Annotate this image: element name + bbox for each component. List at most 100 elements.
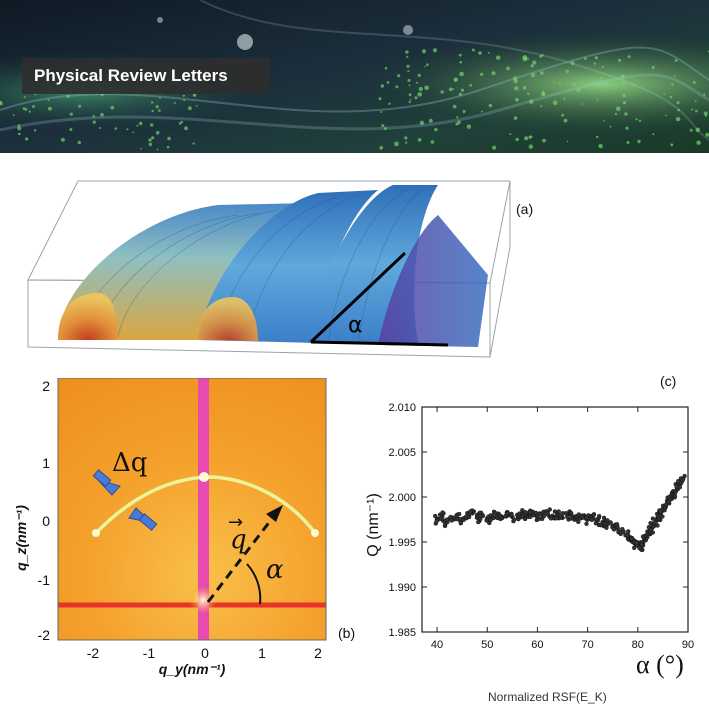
q-vector-label: q bbox=[230, 525, 247, 555]
banner-background bbox=[0, 0, 709, 153]
chart-point bbox=[478, 513, 483, 519]
chart-point bbox=[554, 516, 559, 521]
chart-ytick-label: 2.000 bbox=[388, 492, 416, 504]
chart-point bbox=[527, 510, 533, 515]
panel-b-ylabel: q_z(nm⁻¹) bbox=[13, 505, 29, 571]
panel-b-ytick: 2 bbox=[42, 378, 50, 394]
chart-point bbox=[468, 509, 473, 514]
chart-xtick-label: 50 bbox=[481, 639, 493, 651]
panel-a-alpha: α bbox=[348, 313, 363, 338]
delta-q-label: Δq bbox=[112, 448, 147, 478]
chart-point bbox=[548, 516, 554, 521]
chart-point bbox=[434, 519, 439, 524]
journal-banner: Physical Review Letters bbox=[0, 0, 709, 153]
panel-b-label: (b) bbox=[338, 625, 356, 641]
chart-ytick-label: 1.985 bbox=[388, 627, 416, 639]
chart-point bbox=[604, 525, 609, 530]
panel-b-diffraction-figure: Δq q → α 2 1 0 -1 -2 -2 -1 0 1 2 q_z(nm⁻¹) q_y(n… bbox=[13, 378, 327, 677]
q-vector-arrow: → bbox=[228, 512, 243, 533]
chart-point bbox=[569, 516, 574, 521]
panel-c-alpha-axis: α (°) bbox=[636, 650, 684, 679]
chart-point bbox=[673, 489, 678, 495]
chart-point bbox=[476, 519, 481, 525]
chart-point bbox=[603, 521, 608, 527]
panel-b-alpha: α bbox=[266, 555, 284, 585]
chart-point bbox=[520, 508, 525, 513]
chart-point bbox=[563, 511, 569, 516]
chart-ytick-label: 2.010 bbox=[388, 402, 416, 414]
chart-point bbox=[576, 512, 581, 517]
chart-xtick-label: 80 bbox=[632, 639, 644, 651]
chart-point bbox=[660, 514, 665, 519]
chart-point bbox=[488, 513, 493, 518]
panel-c-scatter-chart: 2.010 2.005 2.000 1.995 1.990 1.985 40 50 60 70 8… bbox=[365, 402, 694, 651]
chart-ytick-label: 1.995 bbox=[388, 537, 416, 549]
chart-point bbox=[648, 520, 653, 526]
chart-point bbox=[640, 534, 646, 539]
panel-b-xtick: -1 bbox=[143, 645, 156, 661]
chart-point bbox=[439, 516, 444, 521]
panel-b-ytick: 1 bbox=[42, 455, 50, 471]
chart-point bbox=[672, 493, 678, 499]
chart-point bbox=[509, 511, 514, 517]
journal-title[interactable]: Physical Review Letters bbox=[22, 58, 270, 94]
cropped-caption: Normalized RSF(E_K) bbox=[488, 690, 607, 704]
chart-ylabel: Q (nm⁻¹) bbox=[365, 493, 382, 557]
chart-xtick-label: 90 bbox=[682, 639, 694, 651]
chart-point bbox=[597, 513, 602, 519]
chart-point bbox=[569, 511, 574, 516]
chart-point bbox=[658, 509, 663, 514]
panel-b-ytick: -2 bbox=[38, 627, 51, 643]
chart-point bbox=[565, 514, 570, 520]
chart-point bbox=[493, 510, 498, 516]
chart-point bbox=[440, 510, 445, 515]
chart-point bbox=[611, 527, 617, 532]
chart-point bbox=[655, 523, 660, 528]
chart-point bbox=[584, 521, 589, 526]
chart-point bbox=[580, 515, 585, 520]
chart-point bbox=[680, 477, 685, 482]
chart-point bbox=[537, 511, 543, 517]
chart-point bbox=[523, 510, 528, 515]
chart-point bbox=[650, 516, 656, 521]
chart-point bbox=[682, 473, 687, 479]
chart-point bbox=[533, 510, 539, 516]
chart-point bbox=[666, 499, 671, 504]
panel-b-ytick: 0 bbox=[42, 513, 50, 529]
beamstop-bar bbox=[198, 378, 209, 640]
chart-point bbox=[520, 513, 525, 518]
chart-point bbox=[442, 523, 448, 529]
panel-b-ytick: -1 bbox=[38, 572, 51, 588]
chart-point bbox=[448, 514, 453, 520]
chart-point bbox=[608, 520, 613, 525]
panel-b-xlabel: q_y(nm⁻¹) bbox=[159, 661, 226, 677]
chart-point bbox=[498, 513, 503, 518]
chart-point bbox=[466, 514, 472, 520]
chart-point bbox=[626, 529, 631, 534]
panel-c-label: (c) bbox=[660, 373, 677, 389]
chart-point bbox=[589, 517, 594, 523]
chart-point bbox=[433, 513, 438, 519]
chart-point bbox=[541, 513, 547, 519]
chart-point bbox=[511, 517, 517, 522]
chart-point bbox=[632, 545, 637, 551]
chart-xtick-label: 60 bbox=[531, 639, 543, 651]
chart-ytick-label: 1.990 bbox=[388, 582, 416, 594]
chart-point bbox=[547, 507, 552, 512]
chart-xtick-label: 40 bbox=[431, 639, 443, 651]
chart-ytick-label: 2.005 bbox=[388, 447, 416, 459]
chart-point bbox=[629, 536, 634, 541]
chart-point bbox=[522, 516, 528, 522]
chart-point bbox=[605, 518, 610, 523]
chart-point bbox=[576, 519, 581, 525]
panel-b-xtick: 2 bbox=[314, 645, 322, 661]
panel-b-xtick: -2 bbox=[87, 645, 100, 661]
chart-point bbox=[634, 541, 639, 546]
chart-point bbox=[621, 529, 626, 534]
chart-xtick-label: 70 bbox=[581, 639, 593, 651]
chart-point bbox=[648, 527, 654, 532]
chart-point bbox=[545, 511, 550, 516]
panel-a-label: (a) bbox=[516, 201, 534, 217]
chart-point bbox=[444, 517, 449, 522]
chart-point bbox=[639, 542, 644, 547]
